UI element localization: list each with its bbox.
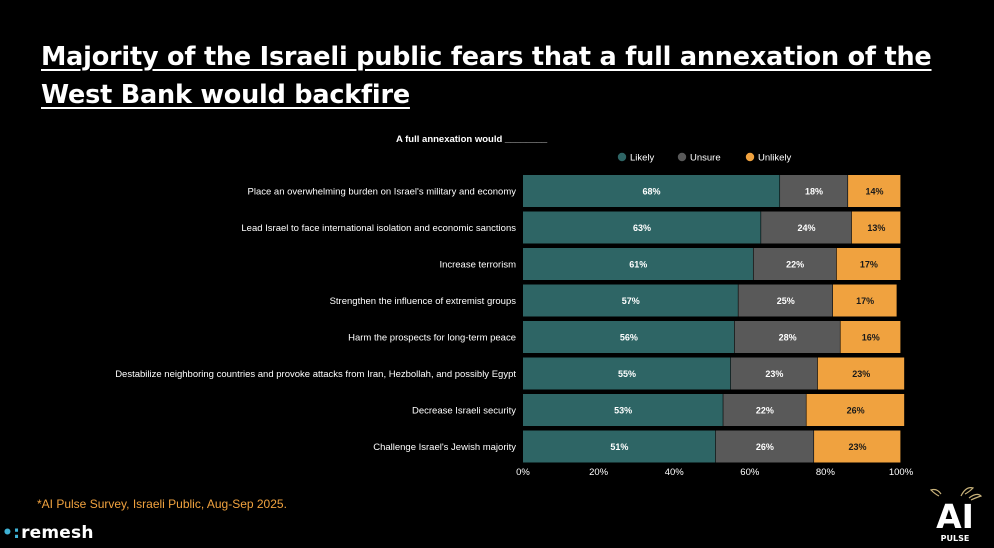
x-tick-label: 0% (516, 467, 530, 478)
ai-pulse-logo-big: AI (936, 497, 974, 536)
data-label-unsure: 24% (797, 223, 815, 233)
x-tick-label: 80% (816, 467, 836, 478)
bar-segment-unsure (715, 430, 814, 463)
data-label-likely: 61% (629, 260, 647, 270)
data-label-likely: 63% (633, 223, 651, 233)
category-label: Place an overwhelming burden on Israel's… (248, 187, 517, 198)
data-label-unlikely: 16% (862, 333, 880, 343)
data-label-unlikely: 26% (847, 406, 865, 416)
remesh-logo-dots: •: (2, 523, 21, 543)
bar-segment-unsure (753, 248, 837, 280)
x-tick-label: 100% (889, 467, 914, 478)
bar-segment-unlikely (832, 284, 897, 317)
bar-segment-unsure (730, 357, 818, 390)
x-tick-label: 60% (740, 467, 760, 478)
chart-legend: Likely Unsure Unlikely (617, 152, 792, 164)
data-label-unlikely: 14% (866, 187, 884, 197)
category-label: Increase terrorism (439, 260, 516, 271)
bar-segment-unlikely (848, 175, 901, 207)
data-label-unsure: 28% (779, 333, 797, 343)
bar-row: Strengthen the influence of extremist gr… (330, 284, 897, 317)
category-label: Decrease Israeli security (412, 406, 516, 417)
bar-row: Increase terrorism 61% 22% 17% (439, 248, 901, 280)
legend-label-likely: Likely (630, 153, 655, 164)
bar-row: Destabilize neighboring countries and pr… (115, 357, 905, 390)
remesh-logo-text: remesh (21, 523, 94, 543)
data-label-likely: 57% (622, 296, 640, 306)
bar-row: Lead Israel to face international isolat… (241, 211, 901, 244)
bar-row: Challenge Israel's Jewish majority 51% 26%… (373, 430, 901, 463)
chart-rows: Place an overwhelming burden on Israel's… (115, 175, 905, 463)
bar-segment-likely (523, 430, 716, 463)
data-label-unsure: 18% (805, 187, 823, 197)
bar-segment-unsure (780, 175, 848, 207)
x-tick-label: 20% (589, 467, 609, 478)
bar-segment-likely (523, 211, 761, 244)
legend-label-unlikely: Unlikely (758, 153, 792, 164)
bar-segment-unlikely (814, 430, 901, 463)
data-label-unsure: 22% (786, 260, 804, 270)
data-label-likely: 56% (620, 333, 638, 343)
category-label: Challenge Israel's Jewish majority (373, 442, 516, 453)
data-label-unsure: 25% (777, 296, 795, 306)
data-label-unlikely: 23% (852, 369, 870, 379)
data-label-unlikely: 13% (867, 223, 885, 233)
category-label: Lead Israel to face international isolat… (241, 223, 516, 234)
legend-label-unsure: Unsure (690, 153, 721, 164)
data-label-unsure: 22% (756, 406, 774, 416)
bar-row: Harm the prospects for long-term peace 56… (348, 321, 901, 353)
bar-segment-unlikely (836, 248, 901, 280)
ai-pulse-laurel-icon (929, 487, 983, 501)
data-label-likely: 68% (643, 187, 661, 197)
x-tick-label: 40% (665, 467, 685, 478)
data-label-unlikely: 17% (856, 296, 874, 306)
bar-segment-likely (523, 284, 738, 317)
legend-swatch-unsure (677, 152, 687, 162)
data-label-likely: 51% (610, 442, 628, 452)
bar-row: Place an overwhelming burden on Israel's… (248, 175, 901, 207)
data-label-unlikely: 23% (849, 442, 867, 452)
bar-segment-unsure (723, 394, 806, 426)
remesh-logo: •:remesh (2, 523, 94, 543)
data-label-unlikely: 17% (860, 260, 878, 270)
source-footnote: *AI Pulse Survey, Israeli Public, Aug-Se… (37, 497, 287, 511)
bar-segment-unlikely (840, 321, 901, 353)
category-label: Harm the prospects for long-term peace (348, 333, 516, 344)
data-label-unsure: 23% (765, 369, 783, 379)
bar-segment-unlikely (817, 357, 905, 390)
category-label: Destabilize neighboring countries and pr… (115, 369, 516, 380)
ai-pulse-logo-small: PULSE (941, 534, 970, 543)
bar-segment-unsure (761, 211, 852, 244)
data-label-likely: 55% (618, 369, 636, 379)
ai-pulse-logo: AI PULSE (929, 487, 983, 543)
data-label-likely: 53% (614, 406, 632, 416)
bar-segment-likely (523, 394, 723, 426)
legend-swatch-unlikely (745, 152, 755, 162)
bar-segment-likely (523, 248, 753, 280)
bar-segment-likely (523, 321, 735, 353)
x-axis: 0% 20% 40% 60% 80% 100% (516, 467, 914, 478)
data-label-unsure: 26% (756, 442, 774, 452)
page-title: Majority of the Israeli public fears tha… (41, 42, 932, 110)
bar-segment-unsure (738, 284, 833, 317)
category-label: Strengthen the influence of extremist gr… (330, 296, 517, 307)
bar-row: Decrease Israeli security 53% 22% 26% (412, 394, 905, 426)
chart-subtitle: A full annexation would ________ (396, 134, 548, 145)
bar-segment-unsure (734, 321, 840, 353)
bar-segment-likely (523, 175, 780, 207)
bar-segment-unlikely (806, 394, 905, 426)
legend-swatch-likely (617, 152, 627, 162)
bar-segment-likely (523, 357, 731, 390)
bar-segment-unlikely (851, 211, 901, 244)
